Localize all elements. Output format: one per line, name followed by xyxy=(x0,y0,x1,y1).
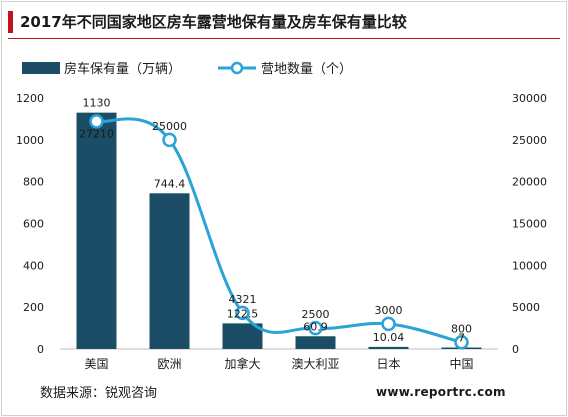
line-point-2 xyxy=(162,132,177,148)
y-right-tick-label: 25000 xyxy=(512,134,547,147)
bar-4 xyxy=(295,336,336,349)
website-url: www.reportrc.com xyxy=(376,385,506,399)
x-tick-label: 澳大利亚 xyxy=(291,357,339,371)
y-left-tick-label: 800 xyxy=(23,176,44,189)
bar-5 xyxy=(368,346,409,349)
y-left-tick-label: 200 xyxy=(23,301,44,314)
line-data-label: 3000 xyxy=(375,304,403,317)
x-tick-label: 美国 xyxy=(84,357,108,371)
line-point-1 xyxy=(89,114,104,129)
chart-title: 2017年不同国家地区房车露营地保有量及房车保有量比较 xyxy=(20,13,407,31)
line-data-label: 25000 xyxy=(152,120,187,133)
y-right-tick-label: 15000 xyxy=(512,218,547,231)
line-point-4 xyxy=(308,320,323,336)
y-right-tick-label: 0 xyxy=(512,343,519,356)
bar-data-label: 7 xyxy=(458,332,465,345)
line-data-label: 800 xyxy=(451,322,472,335)
line-point-6 xyxy=(454,335,469,350)
data-source: 数据来源：锐观咨询 xyxy=(40,386,158,401)
y-right-tick-label: 20000 xyxy=(512,176,547,189)
x-tick-label: 欧洲 xyxy=(157,357,181,371)
legend-line-marker xyxy=(230,61,244,75)
title-underline xyxy=(8,38,560,39)
legend-bar-label: 房车保有量（万辆） xyxy=(64,61,181,77)
y-right-tick-label: 10000 xyxy=(512,259,547,272)
line-data-label: 27210 xyxy=(79,127,114,140)
bar-1 xyxy=(76,112,117,350)
line-data-label: 2500 xyxy=(302,308,330,321)
bar-data-label: 10.04 xyxy=(373,331,405,344)
y-left-tick-label: 0 xyxy=(37,343,44,356)
y-right-tick-label: 5000 xyxy=(512,301,540,314)
legend-bar-swatch xyxy=(22,62,60,74)
line-point-5 xyxy=(381,316,396,332)
y-left-tick-label: 400 xyxy=(23,259,44,272)
bar-data-label: 122.5 xyxy=(227,307,259,320)
title-accent-bar xyxy=(8,11,13,33)
y-left-tick-label: 1000 xyxy=(16,134,44,147)
x-tick-label: 日本 xyxy=(376,357,400,371)
line-data-label: 4321 xyxy=(229,293,257,306)
bar-data-label: 1130 xyxy=(83,97,111,110)
y-right-tick-label: 30000 xyxy=(512,92,547,105)
x-tick-label: 加拿大 xyxy=(224,356,260,371)
bar-2 xyxy=(149,193,190,349)
y-left-tick-label: 600 xyxy=(23,218,44,231)
bar-data-label: 744.4 xyxy=(154,177,186,190)
line-point-3 xyxy=(235,305,250,321)
y-left-tick-label: 1200 xyxy=(16,92,44,105)
legend-line-label: 营地数量（个） xyxy=(261,62,352,77)
bar-data-label: 60.9 xyxy=(303,320,328,333)
x-tick-label: 中国 xyxy=(449,356,473,371)
